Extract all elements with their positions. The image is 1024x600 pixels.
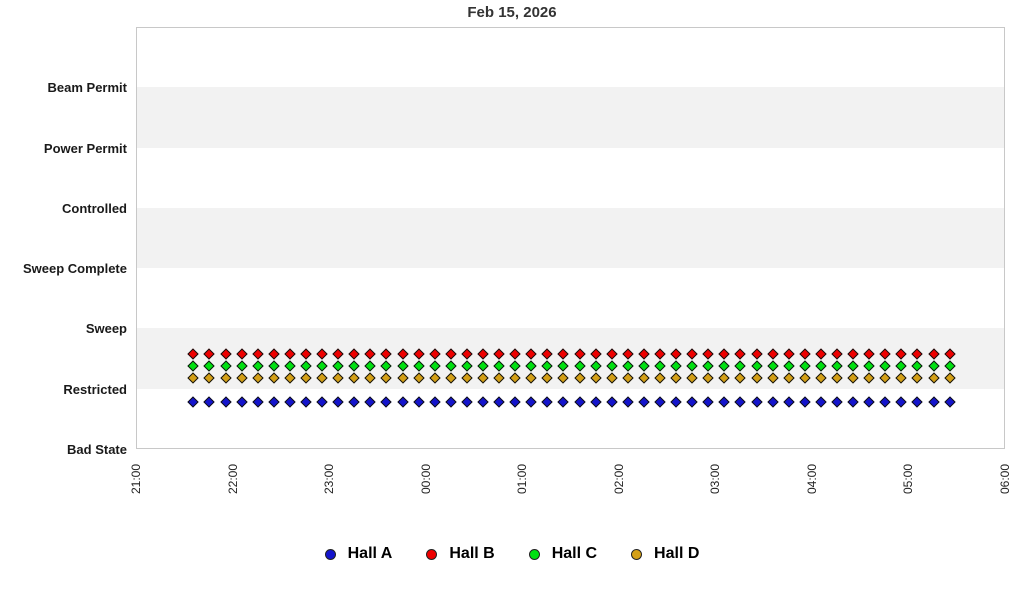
data-point-hall-a — [557, 396, 570, 408]
legend-item-hall-d: Hall D — [631, 545, 699, 563]
data-point-hall-a — [718, 396, 731, 408]
chart-title: Feb 15, 2026 — [467, 4, 557, 21]
data-point-hall-a — [300, 396, 312, 408]
data-point-hall-a — [380, 396, 393, 408]
data-point-hall-a — [589, 396, 602, 408]
legend-item-hall-c: Hall C — [528, 545, 598, 563]
data-point-hall-a — [606, 396, 618, 408]
data-point-hall-a — [525, 396, 537, 408]
legend-marker-icon — [528, 548, 540, 560]
data-point-hall-a — [702, 396, 714, 408]
x-tick-label: 22:00 — [225, 463, 240, 495]
data-point-hall-a — [799, 396, 811, 408]
data-point-hall-a — [766, 396, 779, 408]
x-tick-label: 05:00 — [901, 463, 916, 495]
y-axis-label-bad-state: Bad State — [67, 442, 127, 457]
y-axis-label-controlled: Controlled — [62, 200, 127, 216]
data-point-hall-a — [461, 396, 473, 408]
data-point-hall-a — [332, 396, 344, 408]
data-point-hall-a — [268, 396, 280, 408]
data-point-hall-a — [686, 396, 698, 408]
legend-label: Hall C — [551, 545, 598, 562]
data-point-hall-a — [944, 396, 956, 408]
data-point-hall-a — [879, 396, 891, 408]
legend-label: Hall D — [654, 545, 700, 562]
data-point-hall-a — [783, 396, 795, 408]
data-point-hall-a — [847, 396, 859, 408]
category-band — [137, 328, 1004, 389]
data-point-hall-a — [235, 396, 248, 408]
data-point-hall-a — [670, 396, 682, 408]
data-point-hall-a — [509, 396, 521, 408]
data-point-hall-a — [203, 396, 216, 408]
data-point-hall-a — [219, 396, 232, 408]
x-tick-label: 01:00 — [515, 463, 530, 495]
legend-marker-icon — [631, 548, 643, 560]
data-point-hall-a — [654, 396, 666, 408]
data-point-hall-a — [364, 396, 376, 408]
data-point-hall-a — [541, 396, 554, 408]
data-point-hall-a — [316, 396, 328, 408]
x-tick-label: 03:00 — [708, 463, 723, 495]
legend-item-hall-b: Hall B — [426, 545, 495, 563]
x-tick-label: 23:00 — [322, 463, 337, 495]
data-point-hall-a — [396, 396, 409, 408]
legend: Hall A Hall B Hall C Hall D — [0, 540, 1024, 568]
x-tick-label: 00:00 — [418, 463, 433, 495]
data-point-hall-a — [734, 396, 747, 408]
y-axis-label-beam-permit: Beam Permit — [47, 80, 127, 96]
data-point-hall-a — [573, 396, 586, 408]
data-point-hall-a — [187, 396, 199, 408]
data-point-hall-a — [927, 396, 940, 408]
y-axis-label-sweep-complete: Sweep Complete — [22, 261, 127, 277]
legend-marker-icon — [426, 548, 438, 560]
data-point-hall-a — [284, 396, 296, 408]
category-band — [137, 87, 1004, 148]
data-point-hall-a — [348, 396, 360, 408]
data-point-hall-a — [831, 396, 843, 408]
x-tick-label: 02:00 — [611, 463, 626, 495]
data-point-hall-a — [815, 396, 827, 408]
data-point-hall-a — [445, 396, 457, 408]
legend-marker-icon — [324, 548, 336, 560]
y-axis-label-restricted: Restricted — [63, 381, 127, 397]
data-point-hall-a — [429, 396, 441, 408]
legend-item-hall-a: Hall A — [324, 545, 393, 563]
data-point-hall-a — [412, 396, 425, 408]
data-point-hall-a — [911, 396, 924, 408]
data-point-hall-a — [622, 396, 634, 408]
category-band — [137, 207, 1004, 269]
x-tick-label: 21:00 — [129, 463, 143, 495]
y-axis-label-power-permit: Power Permit — [43, 140, 127, 156]
data-point-hall-a — [477, 396, 489, 408]
data-point-hall-a — [863, 396, 875, 408]
data-point-hall-a — [895, 396, 908, 408]
legend-label: Hall B — [449, 545, 495, 562]
data-point-hall-a — [638, 396, 650, 408]
data-point-hall-a — [252, 396, 264, 408]
legend-label: Hall A — [347, 545, 393, 562]
x-tick-label: 04:00 — [804, 463, 819, 495]
data-point-hall-a — [493, 396, 505, 408]
x-tick-label: 06:00 — [998, 463, 1012, 495]
y-axis-label-sweep: Sweep — [85, 321, 127, 337]
data-point-hall-a — [750, 396, 763, 408]
plot-area — [136, 27, 1005, 449]
